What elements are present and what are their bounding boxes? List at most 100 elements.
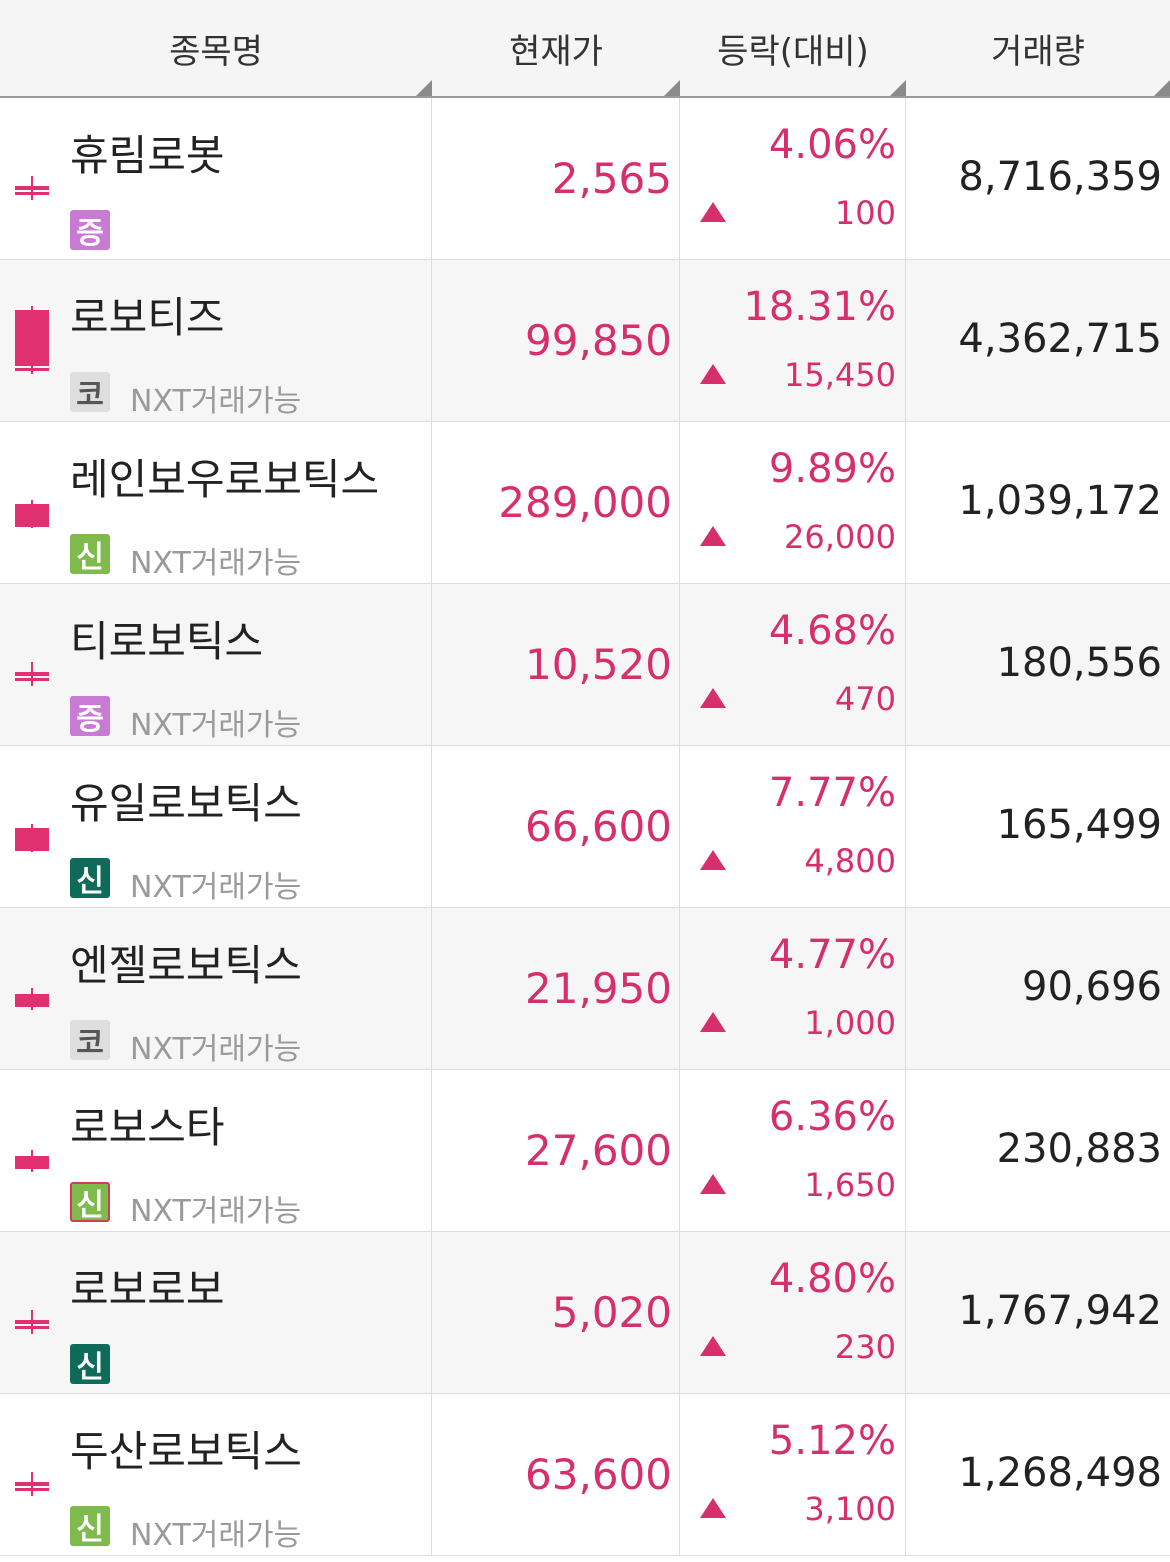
- trade-volume: 4,362,715: [958, 316, 1162, 362]
- column-header-volume-label: 거래량: [991, 31, 1085, 72]
- change-amount: 1,000: [804, 1004, 896, 1042]
- candlestick-icon: [15, 624, 49, 724]
- current-price: 63,600: [525, 1450, 672, 1499]
- column-header-price-label: 현재가: [509, 31, 603, 72]
- stock-name: 엔젤로보틱스: [70, 941, 302, 990]
- table-row[interactable]: 엔젤로보틱스 코 NXT거래가능 21,950 4.77% 1,000 90,6…: [0, 908, 1170, 1070]
- market-badge: 코: [70, 1020, 110, 1061]
- column-divider: [679, 1394, 680, 1555]
- up-arrow-icon: [700, 364, 726, 384]
- stock-name: 레인보우로보틱스: [70, 455, 380, 504]
- column-divider: [905, 1232, 906, 1393]
- current-price: 5,020: [551, 1288, 672, 1337]
- candlestick-icon: [15, 786, 49, 886]
- change-rate: 18.31%: [743, 284, 896, 330]
- candlestick-icon: [15, 462, 49, 562]
- up-arrow-icon: [700, 1012, 726, 1032]
- stock-name: 로보로보: [70, 1265, 225, 1314]
- table-row[interactable]: 두산로보틱스 신 NXT거래가능 63,600 5.12% 3,100 1,26…: [0, 1394, 1170, 1556]
- market-badge: 증: [70, 210, 110, 251]
- column-divider: [679, 1070, 680, 1231]
- column-divider: [679, 746, 680, 907]
- up-arrow-icon: [700, 1498, 726, 1518]
- stock-name: 휴림로봇: [70, 131, 225, 180]
- column-header-name[interactable]: 종목명: [0, 0, 432, 96]
- column-divider: [431, 422, 432, 583]
- stock-name: 유일로보틱스: [70, 779, 302, 828]
- nxt-tradable-label: NXT거래가능: [130, 546, 302, 581]
- change-rate: 4.80%: [768, 1256, 896, 1302]
- change-rate: 5.12%: [768, 1418, 896, 1464]
- nxt-tradable-label: NXT거래가능: [130, 1518, 302, 1553]
- candlestick-icon: [15, 138, 49, 238]
- change-amount: 3,100: [804, 1490, 896, 1528]
- change-rate: 9.89%: [768, 446, 896, 492]
- up-arrow-icon: [700, 1336, 726, 1356]
- change-amount: 230: [834, 1328, 896, 1366]
- change-rate: 4.68%: [768, 608, 896, 654]
- candlestick-icon: [15, 1434, 49, 1534]
- table-row[interactable]: 로보로보 신 5,020 4.80% 230 1,767,942: [0, 1232, 1170, 1394]
- market-badge: 코: [70, 372, 110, 413]
- trade-volume: 1,767,942: [958, 1288, 1162, 1334]
- candlestick-icon: [15, 1272, 49, 1372]
- nxt-tradable-label: NXT거래가능: [130, 870, 302, 905]
- current-price: 21,950: [525, 964, 672, 1013]
- change-amount: 4,800: [804, 842, 896, 880]
- change-rate: 7.77%: [768, 770, 896, 816]
- up-arrow-icon: [700, 202, 726, 222]
- current-price: 289,000: [498, 478, 672, 527]
- change-rate: 4.06%: [768, 122, 896, 168]
- candlestick-icon: [15, 300, 49, 400]
- market-badge: 신: [70, 858, 110, 899]
- nxt-tradable-label: NXT거래가능: [130, 384, 302, 419]
- column-header-volume[interactable]: 거래량: [906, 0, 1170, 96]
- table-body: 휴림로봇 증 2,565 4.06% 100 8,716,359 로보티즈 코 …: [0, 98, 1170, 1556]
- table-header: 종목명 현재가 등락(대비) 거래량: [0, 0, 1170, 98]
- column-divider: [905, 260, 906, 421]
- column-divider: [431, 1394, 432, 1555]
- column-divider: [905, 98, 906, 259]
- nxt-tradable-label: NXT거래가능: [130, 1194, 302, 1229]
- stock-name: 티로보틱스: [70, 617, 264, 666]
- market-badge: 신: [70, 1344, 110, 1385]
- stock-name: 두산로보틱스: [70, 1427, 302, 1476]
- up-arrow-icon: [700, 526, 726, 546]
- market-badge: 신: [70, 1506, 110, 1547]
- market-badge: 신: [70, 1182, 110, 1223]
- column-divider: [905, 1070, 906, 1231]
- table-row[interactable]: 유일로보틱스 신 NXT거래가능 66,600 7.77% 4,800 165,…: [0, 746, 1170, 908]
- table-row[interactable]: 레인보우로보틱스 신 NXT거래가능 289,000 9.89% 26,000 …: [0, 422, 1170, 584]
- column-header-change[interactable]: 등락(대비): [680, 0, 906, 96]
- market-badge: 신: [70, 534, 110, 575]
- trade-volume: 90,696: [1022, 964, 1162, 1010]
- trade-volume: 180,556: [996, 640, 1162, 686]
- change-amount: 15,450: [784, 356, 896, 394]
- current-price: 10,520: [525, 640, 672, 689]
- column-divider: [679, 1232, 680, 1393]
- trade-volume: 230,883: [996, 1126, 1162, 1172]
- column-divider: [431, 908, 432, 1069]
- change-amount: 1,650: [804, 1166, 896, 1204]
- sort-corner-icon: [1154, 80, 1170, 96]
- change-rate: 6.36%: [768, 1094, 896, 1140]
- column-header-price[interactable]: 현재가: [432, 0, 680, 96]
- table-row[interactable]: 티로보틱스 증 NXT거래가능 10,520 4.68% 470 180,556: [0, 584, 1170, 746]
- trade-volume: 1,039,172: [958, 478, 1162, 524]
- column-divider: [905, 746, 906, 907]
- table-row[interactable]: 로보스타 신 NXT거래가능 27,600 6.36% 1,650 230,88…: [0, 1070, 1170, 1232]
- column-divider: [431, 746, 432, 907]
- column-divider: [905, 908, 906, 1069]
- table-row[interactable]: 로보티즈 코 NXT거래가능 99,850 18.31% 15,450 4,36…: [0, 260, 1170, 422]
- stock-name: 로보스타: [70, 1103, 225, 1152]
- column-divider: [679, 260, 680, 421]
- change-amount: 26,000: [784, 518, 896, 556]
- current-price: 99,850: [525, 316, 672, 365]
- sort-corner-icon: [890, 80, 906, 96]
- table-row[interactable]: 휴림로봇 증 2,565 4.06% 100 8,716,359: [0, 98, 1170, 260]
- column-divider: [431, 584, 432, 745]
- change-rate: 4.77%: [768, 932, 896, 978]
- sort-corner-icon: [416, 80, 432, 96]
- market-badge: 증: [70, 696, 110, 737]
